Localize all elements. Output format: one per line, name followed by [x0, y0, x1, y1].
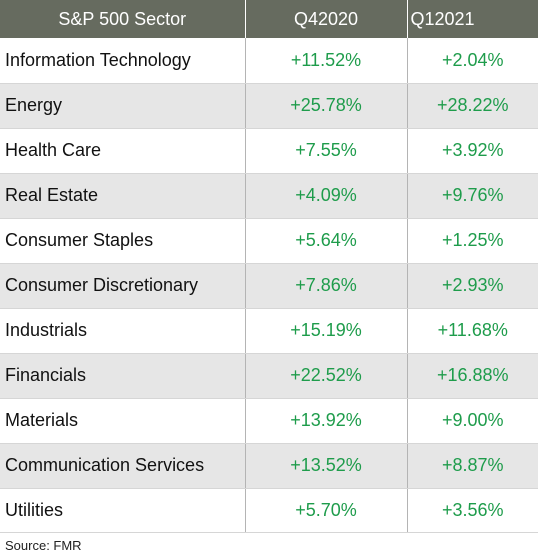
sector-name: Consumer Discretionary	[0, 263, 246, 309]
sector-name: Utilities	[0, 488, 246, 533]
q42020-value: +13.92%	[245, 398, 408, 444]
table-row: Energy +25.78% +28.22%	[0, 83, 538, 129]
table-body: Information Technology +11.52% +2.04% En…	[0, 38, 538, 533]
q42020-value: +4.09%	[245, 173, 408, 219]
q12021-value: +11.68%	[407, 308, 538, 354]
table-row: Financials +22.52% +16.88%	[0, 353, 538, 399]
q12021-value: +2.93%	[407, 263, 538, 309]
q42020-value: +25.78%	[245, 83, 408, 129]
q12021-value: +9.76%	[407, 173, 538, 219]
q42020-value: +13.52%	[245, 443, 408, 489]
table-row: Utilities +5.70% +3.56%	[0, 488, 538, 533]
q12021-value: +1.25%	[407, 218, 538, 264]
q42020-value: +5.64%	[245, 218, 408, 264]
sector-returns-table: S&P 500 Sector Q42020 Q12021 Information…	[0, 0, 538, 533]
table-row: Information Technology +11.52% +2.04%	[0, 38, 538, 84]
source-note: Source: FMR	[5, 538, 82, 553]
q42020-value: +5.70%	[245, 488, 408, 533]
sector-name: Industrials	[0, 308, 246, 354]
q42020-value: +7.55%	[245, 128, 408, 174]
q12021-value: +3.56%	[407, 488, 538, 533]
sector-name: Consumer Staples	[0, 218, 246, 264]
q12021-value: +9.00%	[407, 398, 538, 444]
header-q12021: Q12021	[410, 8, 475, 29]
header-row: S&P 500 Sector Q42020 Q12021	[0, 0, 538, 38]
q12021-value: +8.87%	[407, 443, 538, 489]
q12021-value: +3.92%	[407, 128, 538, 174]
table-row: Health Care +7.55% +3.92%	[0, 128, 538, 174]
q42020-value: +22.52%	[245, 353, 408, 399]
table-row: Industrials +15.19% +11.68%	[0, 308, 538, 354]
table-row: Consumer Staples +5.64% +1.25%	[0, 218, 538, 264]
sector-name: Energy	[0, 83, 246, 129]
q42020-value: +7.86%	[245, 263, 408, 309]
table-row: Consumer Discretionary +7.86% +2.93%	[0, 263, 538, 309]
sector-name: Health Care	[0, 128, 246, 174]
sector-name: Materials	[0, 398, 246, 444]
table-row: Materials +13.92% +9.00%	[0, 398, 538, 444]
sector-name: Financials	[0, 353, 246, 399]
q12021-value: +16.88%	[407, 353, 538, 399]
sector-name: Real Estate	[0, 173, 246, 219]
q42020-value: +15.19%	[245, 308, 408, 354]
sector-name: Communication Services	[0, 443, 246, 489]
header-q42020: Q42020	[245, 0, 408, 38]
header-sector: S&P 500 Sector	[0, 0, 246, 38]
table-row: Real Estate +4.09% +9.76%	[0, 173, 538, 219]
q12021-value: +2.04%	[407, 38, 538, 84]
table-row: Communication Services +13.52% +8.87%	[0, 443, 538, 489]
sector-name: Information Technology	[0, 38, 246, 84]
q42020-value: +11.52%	[245, 38, 408, 84]
q12021-value: +28.22%	[407, 83, 538, 129]
table-header: S&P 500 Sector Q42020 Q12021	[0, 0, 538, 38]
